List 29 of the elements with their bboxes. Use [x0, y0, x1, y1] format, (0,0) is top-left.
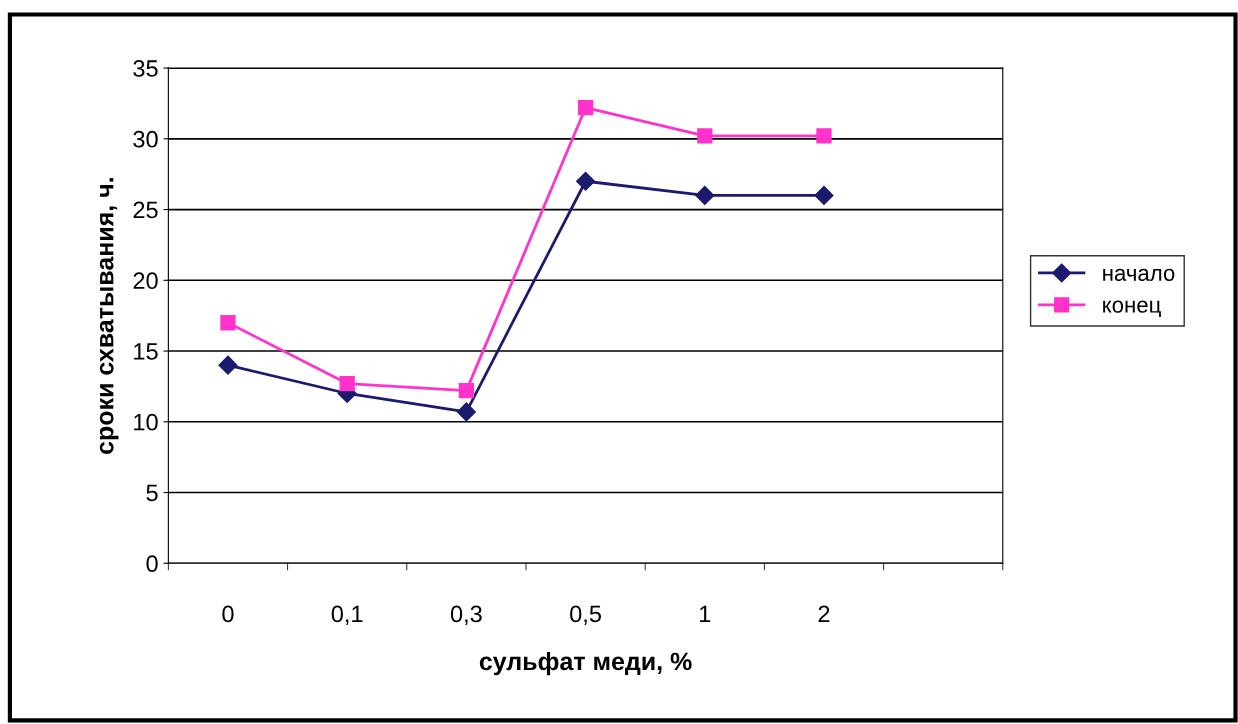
point	[339, 375, 355, 392]
x-tick-label: 0,5	[570, 605, 601, 626]
x-axis-title: сульфат меди, %	[479, 651, 692, 676]
point	[816, 128, 832, 144]
y-tick-label: 20	[133, 272, 158, 290]
point	[814, 185, 834, 205]
point	[456, 402, 476, 422]
point	[576, 171, 596, 191]
y-tick-label: 0	[146, 555, 158, 573]
legend-label: конец	[1103, 300, 1161, 317]
x-tick-label: 2	[818, 605, 830, 623]
x-tick-label: 1	[700, 605, 711, 623]
point	[577, 100, 594, 116]
x-tick-label: 0,1	[331, 605, 363, 626]
y-axis-title: сроки схватывания, ч.	[99, 178, 119, 454]
point	[458, 383, 475, 399]
x-tick-label: 0	[222, 605, 234, 623]
y-tick-label: 25	[133, 201, 158, 219]
y-tick-label: 30	[133, 130, 158, 148]
point	[695, 185, 715, 205]
point	[218, 355, 238, 375]
y-tick-label: 15	[134, 343, 158, 360]
y-tick-label: 35	[133, 60, 158, 77]
y-tick-label: 5	[146, 484, 158, 502]
point	[220, 315, 236, 331]
y-tick-label: 10	[134, 413, 158, 431]
x-tick-label: 0,3	[450, 605, 482, 626]
point	[697, 128, 713, 144]
legend-label: начало	[1103, 268, 1175, 281]
